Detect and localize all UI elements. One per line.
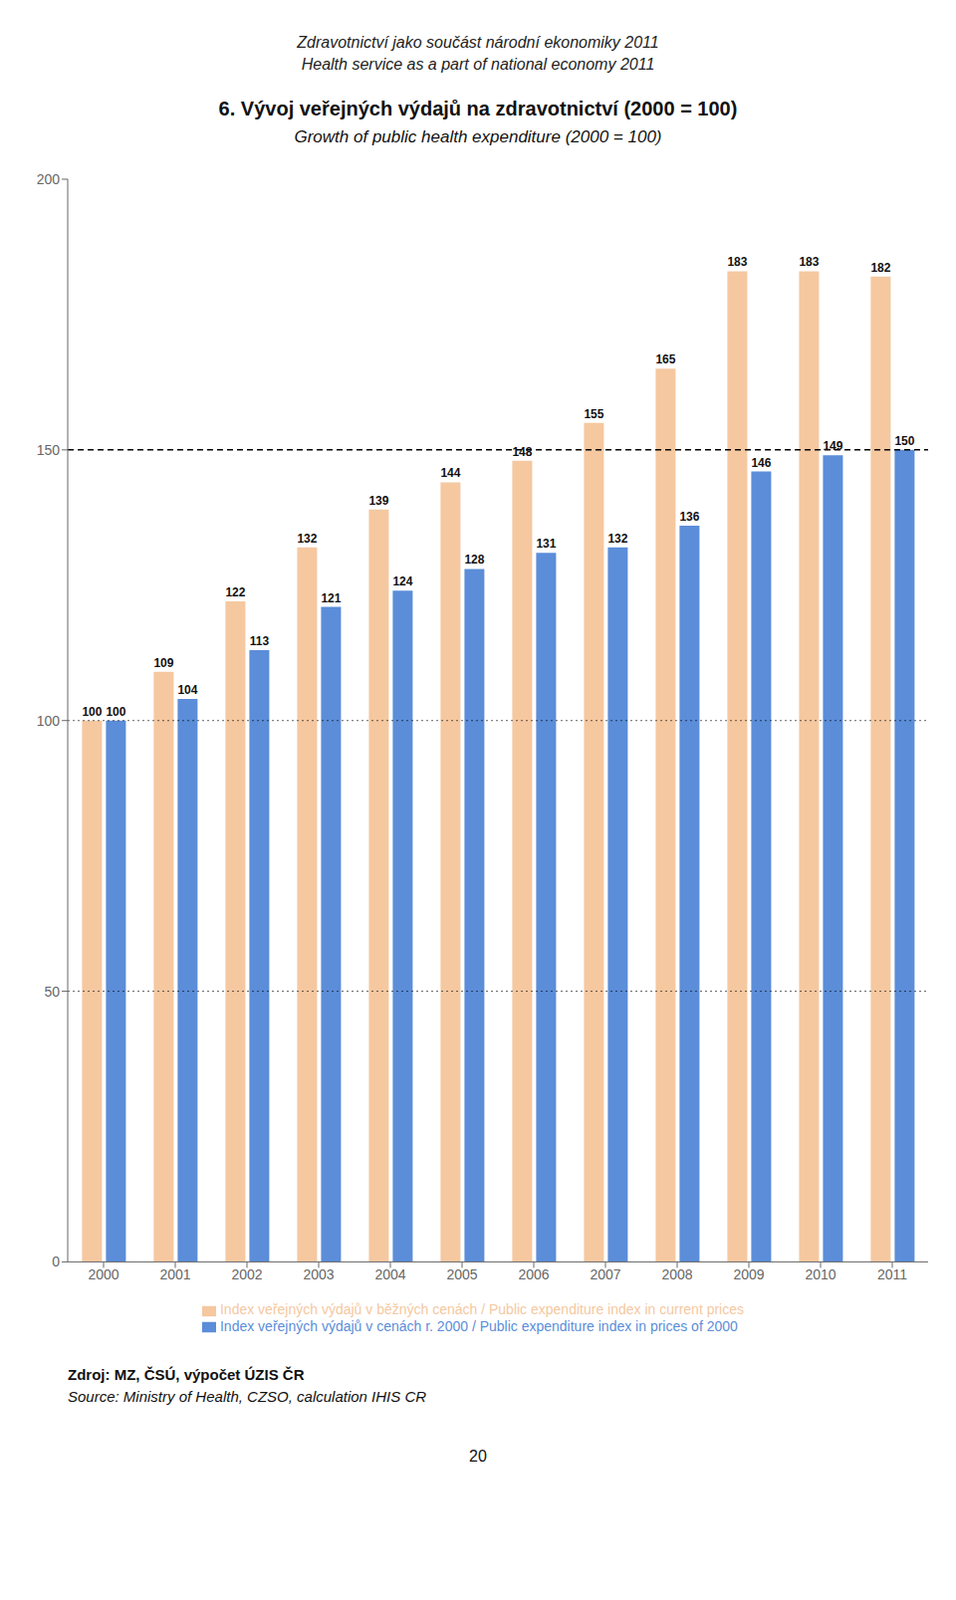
html-text:20: 20 [469,1447,487,1465]
html-text:Index veřejných výdajů v cenác: Index veřejných výdajů v cenách r. 2000 … [220,1318,738,1335]
svg-text:2010: 2010 [804,1266,836,1283]
html-text:Growth of public health expend: Growth of public health expenditure (200… [294,127,662,147]
svg-text:182: 182 [870,260,891,275]
svg-text:139: 139 [368,493,389,508]
svg-text:109: 109 [153,656,174,671]
svg-text:100: 100 [36,713,61,729]
svg-text:100: 100 [81,705,102,719]
svg-text:2007: 2007 [589,1266,621,1283]
svg-text:150: 150 [36,442,61,459]
svg-text:155: 155 [583,407,604,422]
svg-text:122: 122 [225,585,245,600]
svg-text:2011: 2011 [877,1266,908,1283]
html-text:Source: Ministry of Health, CZ: Source: Ministry of Health, CZSO, calcul… [67,1388,427,1406]
html-text:Index veřejných výdajů v běžný: Index veřejných výdajů v běžných cenách … [220,1301,744,1318]
svg-text:2001: 2001 [159,1266,191,1283]
svg-text:2006: 2006 [517,1266,549,1283]
svg-text:144: 144 [440,466,461,480]
svg-text:2003: 2003 [302,1266,334,1283]
svg-text:183: 183 [798,254,819,269]
svg-text:2009: 2009 [732,1266,764,1283]
html-text:Zdravotnictví jako součást nár: Zdravotnictví jako součást národní ekono… [297,33,659,51]
svg-text:132: 132 [607,531,628,546]
svg-text:183: 183 [726,254,747,269]
html-text:Health service as a part of na: Health service as a part of national eco… [301,55,655,73]
svg-text:165: 165 [655,352,676,367]
svg-text:124: 124 [392,574,413,589]
svg-text:100: 100 [105,705,126,719]
svg-text:113: 113 [249,634,270,649]
svg-text:104: 104 [177,683,198,698]
svg-text:136: 136 [679,509,700,524]
svg-text:146: 146 [750,456,771,471]
svg-text:150: 150 [894,434,915,449]
svg-text:2008: 2008 [661,1266,693,1283]
svg-text:149: 149 [822,439,843,454]
svg-text:132: 132 [296,531,317,546]
svg-text:128: 128 [464,552,484,567]
html-text:Zdroj: MZ, ČSÚ, výpočet ÚZIS Č: Zdroj: MZ, ČSÚ, výpočet ÚZIS ČR [67,1366,305,1384]
svg-text:0: 0 [51,1253,60,1270]
html-text:6. Vývoj veřejných výdajů na z: 6. Vývoj veřejných výdajů na zdravotnict… [218,97,738,120]
svg-text:50: 50 [43,983,60,1000]
svg-text:2004: 2004 [374,1266,406,1283]
svg-text:2000: 2000 [87,1266,119,1283]
svg-text:121: 121 [320,591,341,606]
svg-text:2002: 2002 [231,1266,262,1283]
svg-text:200: 200 [36,171,61,188]
svg-text:131: 131 [535,536,556,551]
svg-text:2005: 2005 [446,1266,478,1283]
svg-text:148: 148 [511,445,532,460]
